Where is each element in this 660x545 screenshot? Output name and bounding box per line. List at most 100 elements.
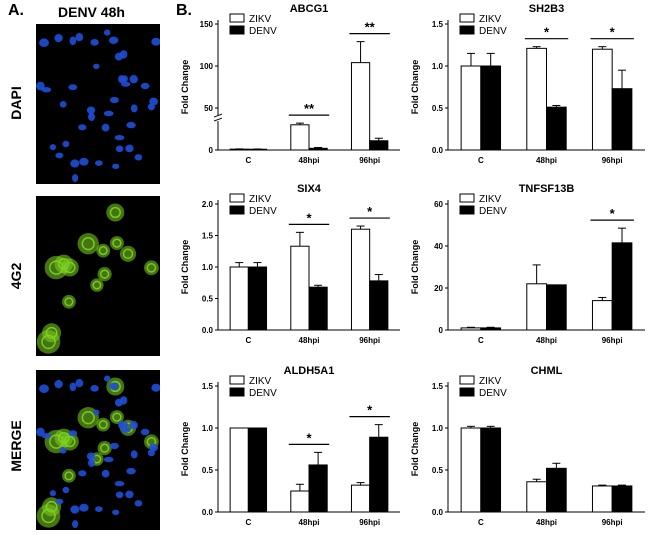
nucleus	[75, 33, 84, 42]
merge-micrograph	[36, 370, 160, 530]
bar-denv	[480, 327, 502, 331]
infected-cell	[109, 236, 124, 251]
legend-swatch	[459, 25, 475, 35]
significance-star: *	[306, 430, 312, 445]
nucleus	[115, 145, 124, 153]
chart-title: TNFSF13B	[519, 183, 575, 195]
infected-cell-ring	[99, 443, 110, 453]
legend-swatch	[459, 375, 475, 385]
legend-label: ZIKV	[249, 194, 272, 205]
nucleus	[55, 152, 64, 159]
legend-swatch	[229, 205, 245, 215]
nucleus	[54, 34, 63, 43]
nucleus	[79, 503, 89, 512]
nucleus	[125, 144, 134, 153]
legend-label: DENV	[479, 26, 507, 37]
nucleus	[114, 52, 123, 61]
y-tick-label: 100	[200, 62, 214, 71]
nucleus	[151, 37, 160, 46]
chart-six4: SIX4 Fold Change 0.0 0.5 1.0 1.5 2.0 C 48hpi 96hp…	[170, 180, 410, 358]
infected-cell-ring	[112, 238, 122, 248]
nucleus	[49, 144, 56, 151]
legend-label: DENV	[479, 388, 507, 399]
legend-label: ZIKV	[479, 14, 502, 25]
legend-label: ZIKV	[479, 194, 502, 205]
bar-denv	[480, 65, 502, 151]
infected-cell	[77, 233, 99, 255]
bar-denv	[546, 284, 567, 331]
row-label-merge: MERGE	[8, 420, 24, 472]
legend-label: ZIKV	[479, 376, 502, 387]
nucleus	[126, 121, 136, 129]
chart-title: ABCG1	[290, 3, 329, 15]
nucleus	[95, 160, 103, 167]
nucleus	[104, 29, 111, 36]
nucleus	[134, 154, 143, 161]
bar-zikv	[350, 484, 371, 513]
bar-zikv	[290, 124, 310, 151]
nucleus	[109, 96, 119, 104]
nucleus	[68, 430, 78, 437]
legend-swatch	[459, 387, 475, 397]
nucleus	[78, 124, 87, 131]
nucleus	[108, 382, 119, 390]
bar-zikv	[229, 266, 249, 331]
bar-denv	[611, 242, 633, 331]
significance-star: *	[610, 206, 616, 221]
nucleus	[130, 450, 138, 459]
y-tick-label: 1.0	[202, 263, 214, 272]
nucleus	[101, 123, 110, 132]
infected-cell-ring	[57, 258, 70, 270]
nucleus	[86, 452, 96, 461]
dapi-micrograph	[36, 24, 160, 184]
y-tick-label: 2.0	[202, 200, 214, 209]
significance-star: *	[367, 204, 373, 219]
nucleus	[126, 467, 136, 475]
nucleus	[140, 428, 150, 436]
nucleus	[140, 82, 150, 90]
infected-cell	[96, 417, 111, 432]
nucleus	[36, 81, 45, 91]
nucleus	[62, 140, 70, 148]
nucleus	[78, 470, 87, 477]
x-tick-label: 96hpi	[359, 156, 380, 165]
nucleus	[69, 36, 77, 46]
y-tick-label: 1.5	[202, 382, 214, 391]
y-axis-label: Fold Change	[410, 240, 420, 295]
infected-cell-ring	[146, 262, 157, 273]
chart-abcg1: ABCG1 Fold Change 0 50 100 150 C 48hpi 96hpi ** **…	[170, 0, 410, 178]
infected-cell	[97, 267, 112, 282]
bar-denv	[308, 464, 328, 513]
infected-cell-ring	[98, 420, 108, 430]
bar-denv	[546, 106, 567, 151]
legend-swatch	[229, 193, 245, 203]
nucleus	[115, 491, 124, 499]
legend-swatch	[229, 25, 245, 35]
infected-cell	[109, 410, 124, 425]
nucleus	[88, 458, 95, 467]
bar-zikv	[526, 47, 548, 151]
nucleus	[118, 421, 125, 430]
infected-cell	[62, 468, 76, 483]
nucleus	[151, 383, 160, 392]
legend-label: DENV	[249, 388, 277, 399]
nucleus	[75, 379, 84, 388]
x-tick-label: C	[478, 156, 484, 165]
nucleus	[104, 375, 111, 382]
nucleus	[149, 97, 158, 106]
bar-zikv	[290, 490, 310, 513]
nucleus	[129, 421, 138, 430]
nucleus	[88, 112, 95, 121]
legend-swatch	[459, 13, 475, 23]
nucleus	[93, 409, 100, 415]
legend-swatch	[229, 387, 245, 397]
x-tick-label: 48hpi	[299, 518, 320, 527]
legend-swatch	[229, 375, 245, 385]
nucleus	[62, 486, 70, 494]
infected-cell-ring	[64, 471, 74, 481]
bar-zikv	[460, 427, 482, 513]
y-tick-label: 0.5	[202, 295, 214, 304]
chart-sh2b3: SH2B3 Fold Change 0.0 0.5 1.0 1.5 C 48hpi 96hpi *…	[400, 0, 655, 178]
bar-denv	[247, 427, 268, 513]
